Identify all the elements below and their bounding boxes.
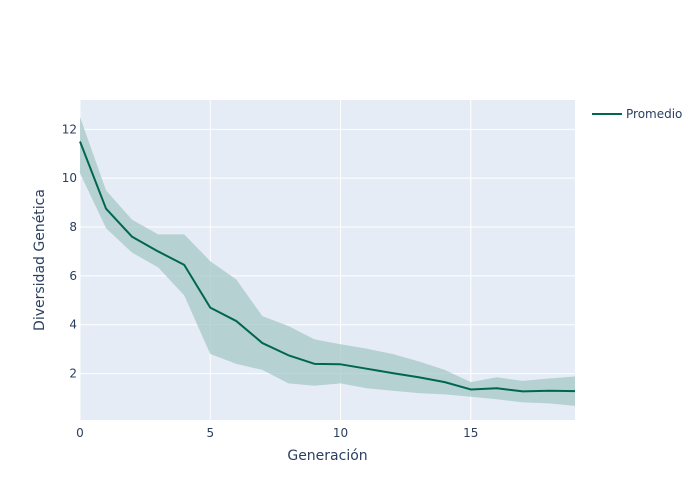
y-axis-title: Diversidad Genética	[32, 189, 48, 331]
x-tick-label: 5	[206, 426, 214, 440]
series-lines	[79, 141, 576, 393]
x-axis-title: Generación	[287, 448, 367, 464]
legend-label-promedio: Promedio	[626, 107, 682, 121]
y-tick-label: 12	[62, 122, 77, 136]
series-line-promedio	[79, 141, 576, 393]
x-tick-label: 15	[463, 426, 478, 440]
x-axis-ticks: 0 5 10 15	[76, 426, 478, 440]
y-tick-label: 10	[62, 171, 77, 185]
confidence-band-area	[80, 117, 575, 406]
legend[interactable]: Promedio	[592, 107, 682, 121]
y-tick-label: 4	[69, 318, 77, 332]
y-tick-label: 2	[69, 367, 77, 381]
y-tick-label: 6	[69, 269, 77, 283]
grid-lines	[79, 100, 575, 420]
confidence-band	[80, 117, 575, 406]
y-axis-ticks: 2 4 6 8 10 12	[62, 122, 77, 380]
y-tick-label: 8	[69, 220, 77, 234]
x-tick-label: 0	[76, 426, 84, 440]
x-tick-label: 10	[333, 426, 348, 440]
